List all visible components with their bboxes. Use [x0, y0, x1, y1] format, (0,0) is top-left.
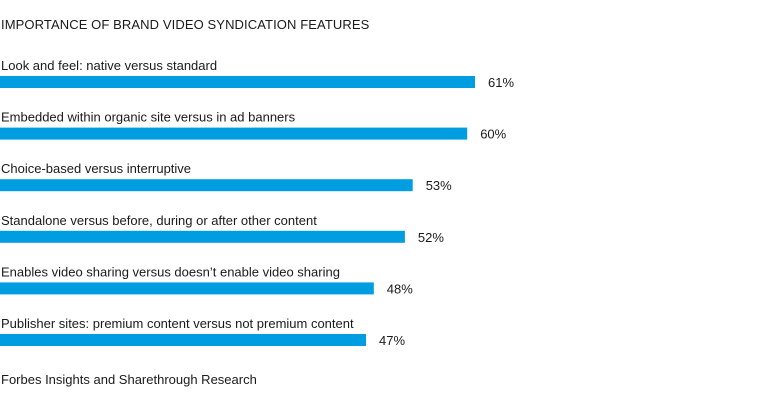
bar — [0, 334, 366, 346]
bar-category-label: Standalone versus before, during or afte… — [1, 213, 317, 228]
bar-value-label: 53% — [426, 178, 452, 193]
bar-category-label: Look and feel: native versus standard — [1, 58, 217, 73]
bar-category-label: Enables video sharing versus doesn’t ena… — [1, 264, 340, 279]
bar-value-label: 48% — [387, 281, 413, 296]
bar-category-label: Embedded within organic site versus in a… — [1, 110, 296, 125]
bar — [0, 230, 405, 243]
bar-value-label: 47% — [379, 333, 405, 348]
bar — [0, 76, 475, 88]
bar-category-label: Publisher sites: premium content versus … — [1, 316, 354, 331]
chart-source: Forbes Insights and Sharethrough Researc… — [1, 372, 257, 387]
bar-value-label: 52% — [418, 230, 444, 245]
bar-value-label: 61% — [488, 75, 514, 90]
bar — [0, 127, 468, 140]
bar-value-label: 60% — [480, 127, 506, 142]
chart-title: IMPORTANCE OF BRAND VIDEO SYNDICATION FE… — [1, 17, 370, 32]
bar-category-label: Choice-based versus interruptive — [1, 161, 191, 176]
bar — [0, 282, 374, 295]
bar — [0, 179, 413, 192]
